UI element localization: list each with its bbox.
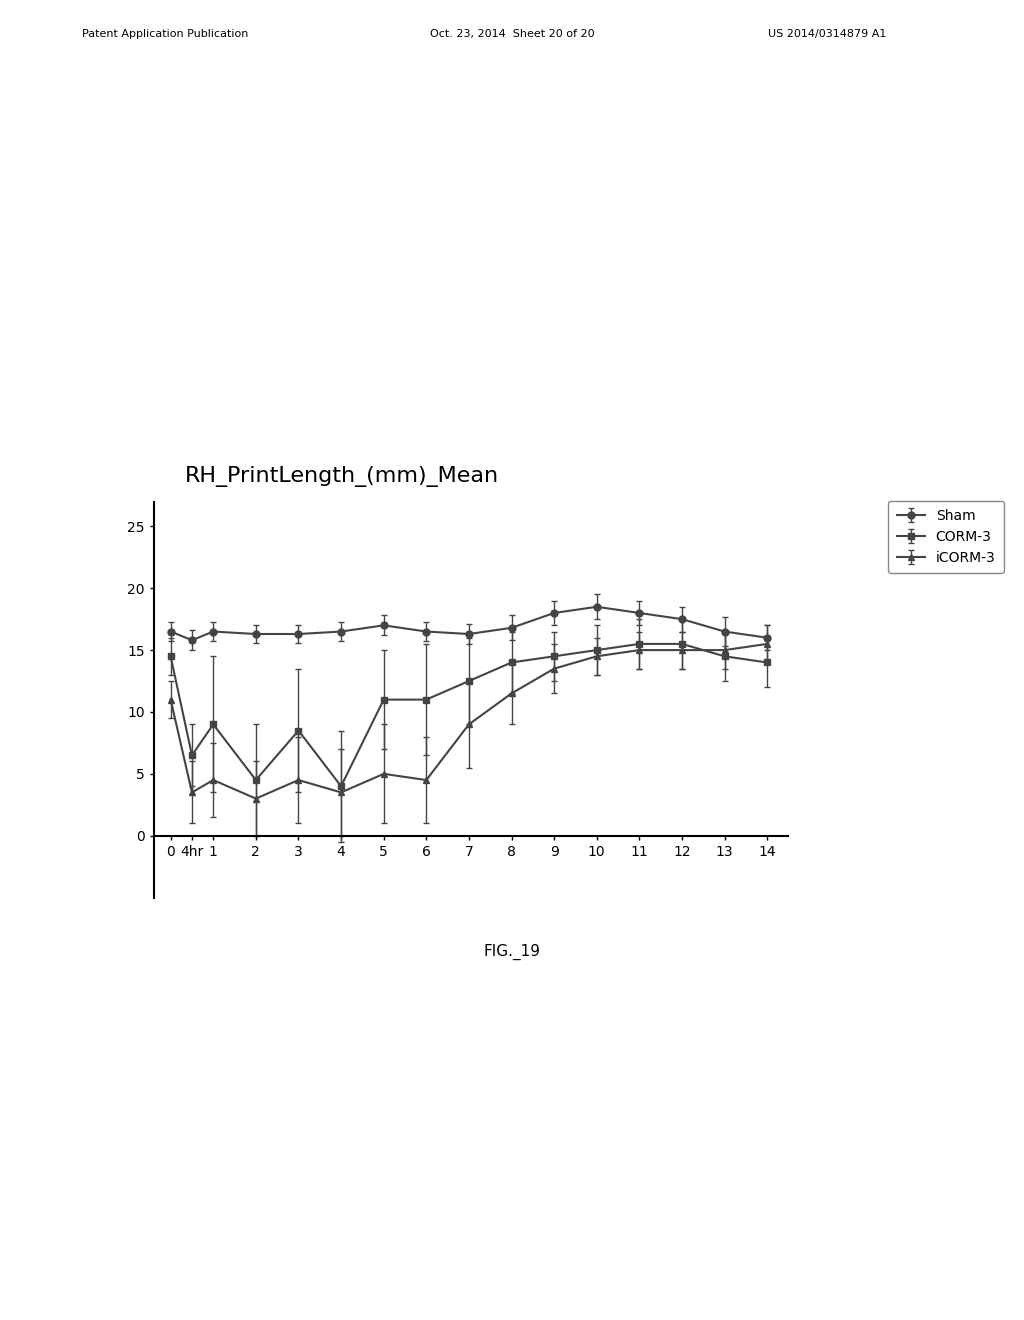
Legend: Sham, CORM-3, iCORM-3: Sham, CORM-3, iCORM-3 xyxy=(889,500,1004,573)
Text: RH_PrintLength_(mm)_Mean: RH_PrintLength_(mm)_Mean xyxy=(185,466,500,487)
Text: FIG._19: FIG._19 xyxy=(483,944,541,960)
Text: US 2014/0314879 A1: US 2014/0314879 A1 xyxy=(768,29,887,40)
Text: Oct. 23, 2014  Sheet 20 of 20: Oct. 23, 2014 Sheet 20 of 20 xyxy=(430,29,595,40)
Text: Patent Application Publication: Patent Application Publication xyxy=(82,29,248,40)
